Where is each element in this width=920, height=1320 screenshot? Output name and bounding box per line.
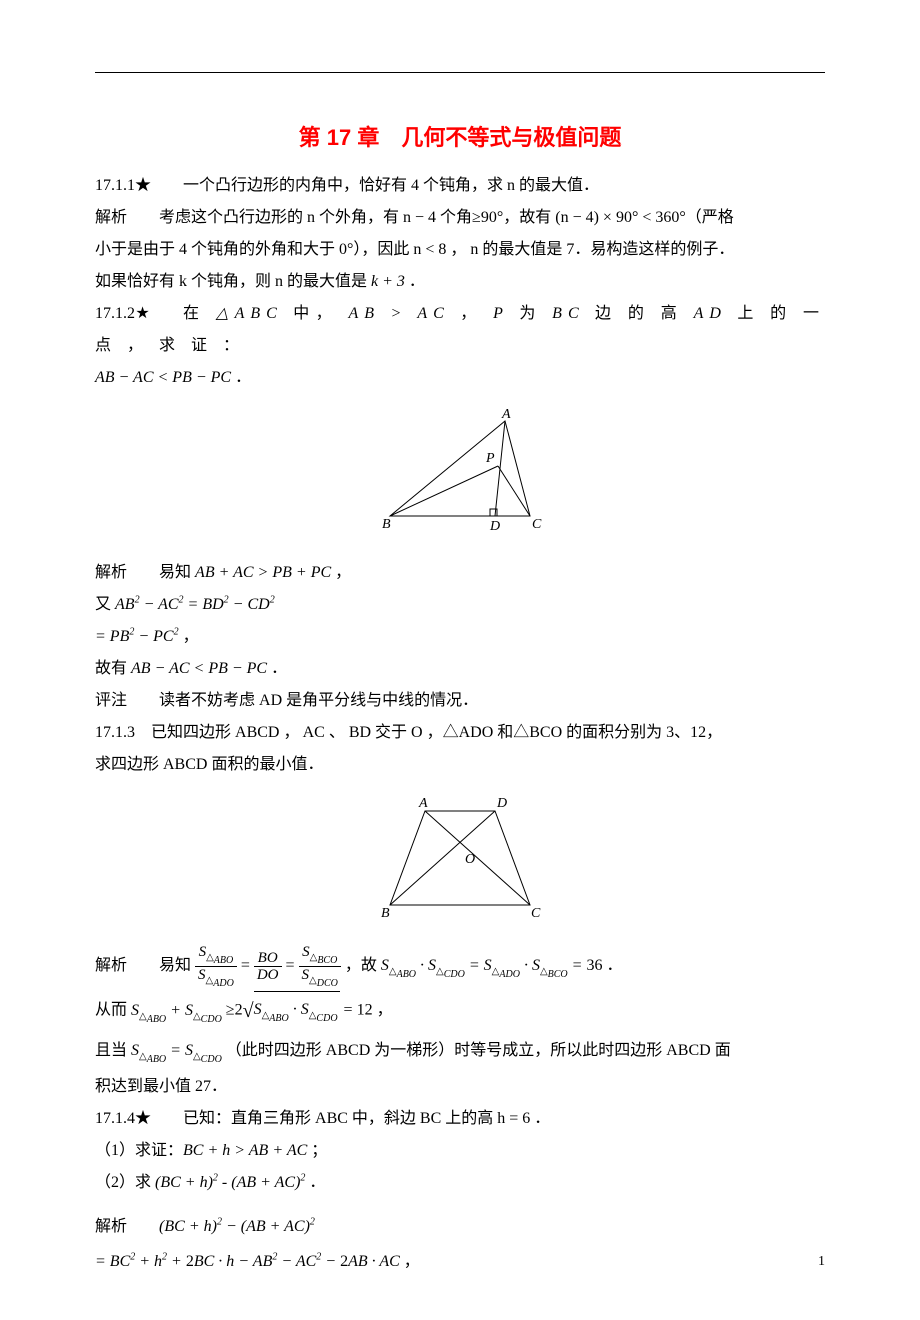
analysis-17-1-4: 解析 (BC + h)2 − (AB + AC)2 [95,1209,825,1244]
eq-line: = PB2 − PC2 ， [95,621,825,653]
analysis-label: 解析 [95,1218,127,1235]
analysis-label: 解析 [95,564,127,581]
note-label: 评注 [95,692,127,709]
problem-text: 一个凸行边形的内角中，恰好有 4 个钝角，求 n 的最大值． [183,177,599,194]
problem-17-1-4-q2: （2）求 (BC + h)2 - (AB + AC)2 ． [95,1167,825,1199]
problem-17-1-3: 17.1.3 已知四边形 ABCD ， AC 、 BD 交于 O ，△ADO 和… [95,717,825,749]
header-rule [95,72,825,73]
note-17-1-2: 评注 读者不妨考虑 AD 是角平分线与中线的情况． [95,685,825,717]
page-number: 1 [818,1254,825,1270]
analysis-17-1-2: 解析 易知 AB + AC > PB + PC ， [95,557,825,589]
quad-svg: A D B C O [375,793,545,923]
eq-line: 故有 AB − AC < PB − PC ． [95,653,825,685]
problem-17-1-4: 17.1.4★ 已知：直角三角形 ABC 中，斜边 BC 上的高 h = 6 ． [95,1103,825,1135]
chapter-title: 第 17 章 几何不等式与极值问题 [95,120,825,152]
analysis-17-1-1-cont2: 如果恰好有 k 个钝角，则 n 的最大值是 k + 3 ． [95,266,825,298]
page: 第 17 章 几何不等式与极值问题 17.1.1★ 一个凸行边形的内角中，恰好有… [0,0,920,1320]
problem-label: 17.1.3 [95,724,135,741]
eq-line: 又 AB2 − AC2 = BD2 − CD2 [95,589,825,621]
problem-17-1-2: 17.1.2★ 在 △ABC 中， AB > AC ， P 为 BC 边 的 高… [95,298,825,362]
eq-line: = BC2 + h2 + 2BC · h − AB2 − AC2 − 2AB ·… [95,1244,825,1279]
analysis-text: 考虑这个凸行边形的 n 个外角，有 n − 4 个角≥90°，故有 (n − 4… [159,209,734,226]
figure-quadrilateral-abcd: A D B C O [95,793,825,928]
problem-17-1-4-q1: （1）求证：BC + h > AB + AC ； [95,1135,825,1167]
problem-17-1-1: 17.1.1★ 一个凸行边形的内角中，恰好有 4 个钝角，求 n 的最大值． [95,170,825,202]
svg-text:B: B [382,517,391,532]
analysis-17-1-1: 解析 考虑这个凸行边形的 n 个外角，有 n − 4 个角≥90°，故有 (n … [95,202,825,234]
svg-text:O: O [465,852,475,867]
svg-text:D: D [496,796,507,811]
eq-line: 从而 S△ABO + S△CDO ≥2√S△ABO · S△CDO = 12 ， [95,989,825,1033]
analysis-label: 解析 [95,209,127,226]
svg-text:A: A [501,407,511,422]
analysis-17-1-1-cont: 小于是由于 4 个钝角的外角和大于 0°），因此 n < 8 ， n 的最大值是… [95,234,825,266]
svg-text:A: A [418,796,428,811]
svg-text:C: C [531,906,541,921]
problem-label: 17.1.1★ [95,177,151,194]
triangle-svg: A B C D P [370,406,550,536]
problem-label: 17.1.2★ [95,305,150,322]
analysis-label: 解析 [95,957,127,974]
svg-text:C: C [532,517,542,532]
problem-17-1-2-stmt: AB − AC < PB − PC ． [95,362,825,394]
problem-label: 17.1.4★ [95,1110,151,1127]
figure-triangle-abc: A B C D P [95,406,825,541]
svg-text:B: B [381,906,390,921]
svg-text:P: P [485,451,495,466]
eq-line: 且当 S△ABO = S△CDO （此时四边形 ABCD 为一梯形）时等号成立，… [95,1033,825,1071]
problem-17-1-3-cont: 求四边形 ABCD 面积的最小值． [95,749,825,781]
svg-text:D: D [489,519,500,534]
eq-line: 积达到最小值 27． [95,1071,825,1103]
analysis-17-1-3: 解析 易知 S△ABOS△ADO = BODO = S△BCOS△DCO ，故 … [95,944,825,989]
